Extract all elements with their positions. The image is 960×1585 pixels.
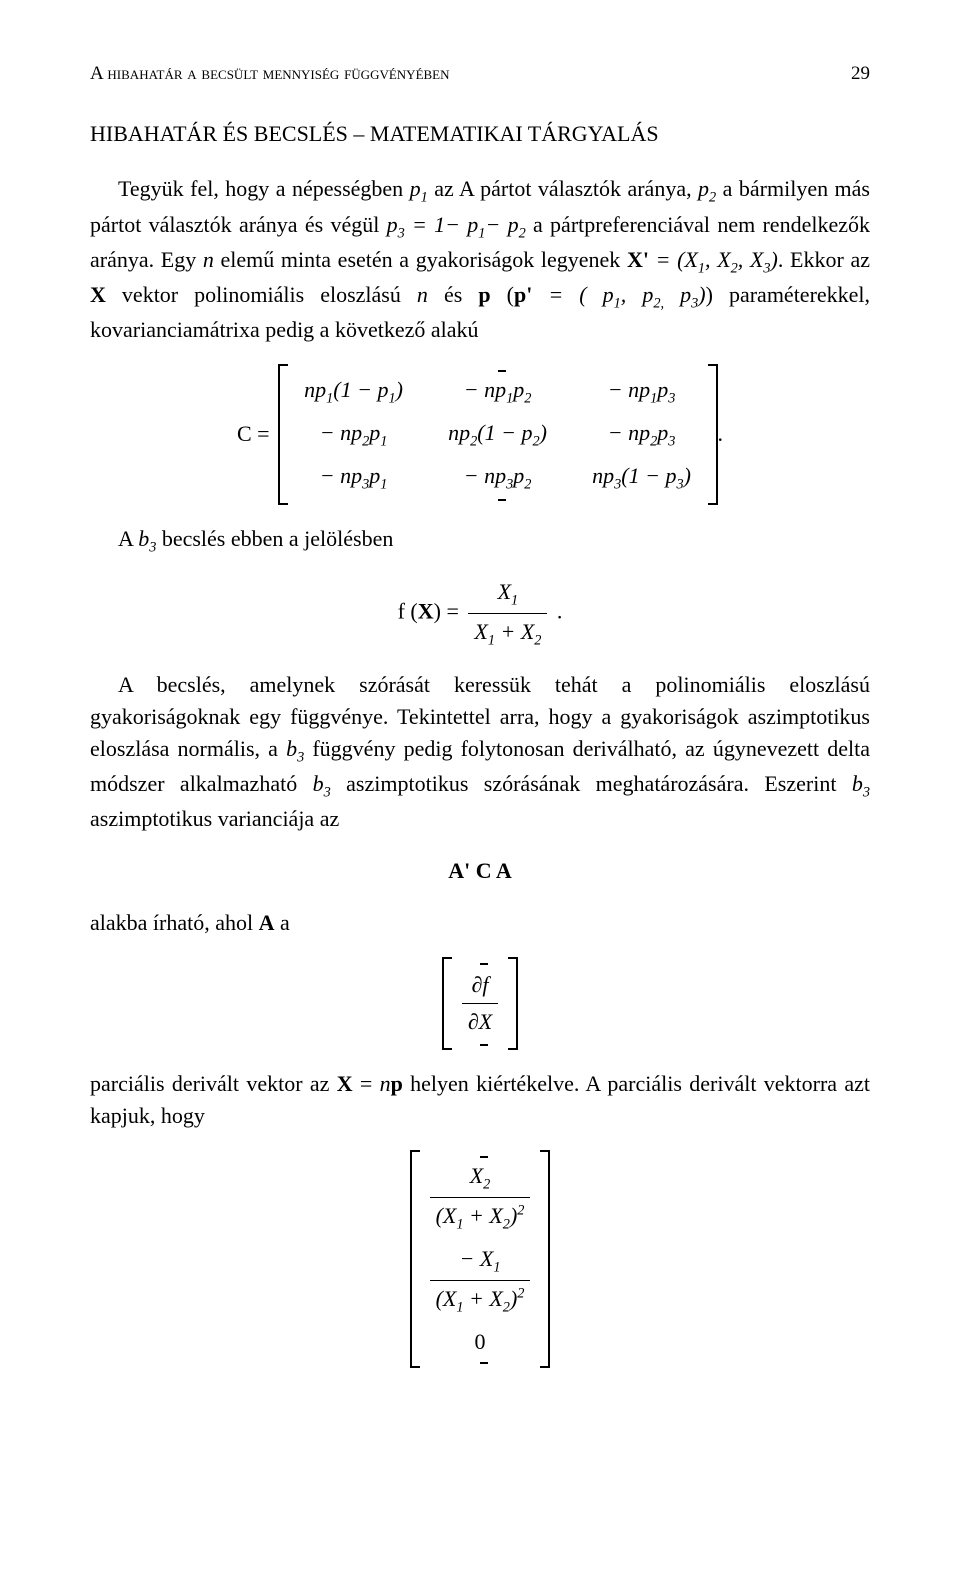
text-run: . Ekkor az bbox=[778, 247, 870, 272]
row3: 0 bbox=[474, 1326, 485, 1358]
eq-suffix: . bbox=[557, 599, 563, 624]
paragraph-5: parciális derivált vektor az X = np hely… bbox=[90, 1068, 870, 1132]
partial-den: ∂X bbox=[462, 1004, 498, 1038]
text-run: elemű minta esetén a gyakoriságok legyen… bbox=[214, 247, 627, 272]
paragraph-4: alakba írható, ahol A a bbox=[90, 907, 870, 939]
paragraph-3: A becslés, amelynek szórását keressük te… bbox=[90, 669, 870, 835]
running-title: A hibahatár a becsült mennyiség függvény… bbox=[90, 60, 450, 88]
matrix-label: C = bbox=[237, 418, 270, 450]
matrix-suffix: . bbox=[718, 418, 724, 450]
text-run: Tegyük fel, hogy a népességben bbox=[118, 176, 410, 201]
covariance-matrix: C = np1(1 − p1) − np1p2 − np1p3 − np2p1 … bbox=[90, 364, 870, 505]
aca-equation: A' C A bbox=[90, 855, 870, 887]
partial-num: ∂f bbox=[462, 969, 498, 1004]
text-run: a bbox=[275, 910, 290, 935]
paragraph-2: A b3 becslés ebben a jelölésben bbox=[90, 523, 870, 558]
text-run: aszimptotikus szórásának meghatározására… bbox=[331, 771, 852, 796]
text-run: aszimptotikus varianciája az bbox=[90, 806, 339, 831]
text-run: alakba írható, ahol bbox=[90, 910, 259, 935]
fx-equation: f (X) = X1 X1 + X2 . bbox=[90, 576, 870, 651]
text-run: az A pártot választók aránya, bbox=[428, 176, 698, 201]
text-run: vektor polinomiális eloszlású bbox=[106, 282, 417, 307]
page-header: A hibahatár a becsült mennyiség függvény… bbox=[90, 60, 870, 88]
text-run: becslés ebben a jelölésben bbox=[156, 526, 393, 551]
text-run: és bbox=[428, 282, 478, 307]
text-run: A bbox=[118, 526, 138, 551]
partial-derivative-matrix: ∂f ∂X bbox=[90, 957, 870, 1050]
section-title: HIBAHATÁR ÉS BECSLÉS – MATEMATIKAI TÁRGY… bbox=[90, 118, 870, 150]
column-vector: X2 (X1 + X2)2 − X1 (X1 + X2)2 0 bbox=[90, 1150, 870, 1368]
page-number: 29 bbox=[851, 60, 870, 88]
paragraph-1: Tegyük fel, hogy a népességben p1 az A p… bbox=[90, 173, 870, 345]
text-run: parciális derivált vektor az bbox=[90, 1071, 337, 1096]
